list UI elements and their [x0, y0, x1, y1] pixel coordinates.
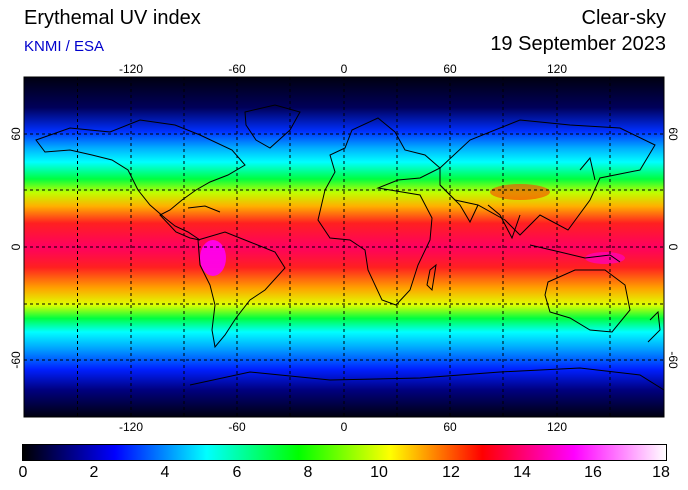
- tibet-high-uv: [490, 184, 550, 200]
- lon-label: 120: [547, 420, 567, 434]
- lon-label: 0: [341, 420, 348, 434]
- andes-high-uv: [200, 240, 226, 276]
- lon-label: 120: [547, 62, 567, 76]
- colorbar-tick: 12: [442, 464, 460, 481]
- lat-label: -60: [9, 351, 23, 369]
- lon-label: -120: [119, 420, 143, 434]
- map-frame: [23, 76, 665, 418]
- lon-label: 60: [443, 420, 457, 434]
- lon-label: -60: [228, 420, 246, 434]
- colorbar-tick: 18: [652, 464, 670, 481]
- uv-index-map: -120 -60 0 60 120 -120 -60 0 60 120 60 0…: [9, 62, 680, 434]
- colorbar-tick: 4: [160, 464, 170, 481]
- lat-labels-left: 60 0 -60: [9, 127, 23, 369]
- map-title: Erythemal UV index: [24, 7, 201, 29]
- colorbar-tick: 8: [303, 464, 313, 481]
- colorbar-tick: 6: [232, 464, 242, 481]
- colorbar-tick: 2: [89, 464, 99, 481]
- graticule: [24, 77, 664, 417]
- lat-label: 0: [666, 244, 680, 251]
- colorbar-tick: 16: [584, 464, 602, 481]
- lat-label: 60: [9, 127, 23, 141]
- colorbar-tick: 10: [370, 464, 388, 481]
- lat-label: 0: [9, 243, 23, 250]
- lon-label: 0: [341, 62, 348, 76]
- lon-labels-bottom: -120 -60 0 60 120: [119, 420, 567, 434]
- uv-colorbar: [22, 444, 667, 461]
- lon-labels-top: -120 -60 0 60 120: [119, 62, 567, 76]
- lon-label: 60: [443, 62, 457, 76]
- colorbar-tick: 0: [18, 464, 28, 481]
- lon-label: -60: [228, 62, 246, 76]
- lon-label: -120: [119, 62, 143, 76]
- lat-label: 60: [666, 127, 680, 141]
- indonesia-high-uv: [585, 252, 625, 264]
- lat-label: -60: [666, 351, 680, 369]
- colorbar-tick: 14: [513, 464, 531, 481]
- sky-mode-label: Clear-sky: [581, 7, 666, 29]
- coastlines: [35, 104, 665, 391]
- credit-label: KNMI / ESA: [24, 38, 105, 55]
- date-label: 19 September 2023: [490, 33, 666, 55]
- lat-labels-right: 60 0 -60: [666, 127, 680, 369]
